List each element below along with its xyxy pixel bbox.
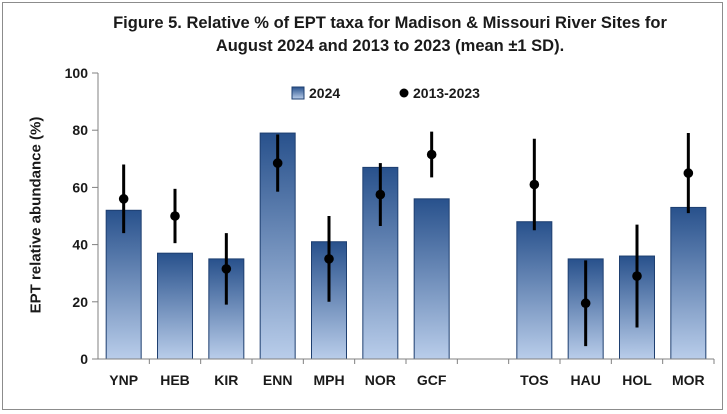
x-tick-label: HEB: [160, 372, 190, 388]
y-tick-label: 80: [72, 122, 88, 138]
x-tick-label: MOR: [672, 372, 705, 388]
mean-marker-mph: [324, 254, 334, 264]
x-tick-label: KIR: [214, 372, 238, 388]
chart-title-line1: Figure 5. Relative % of EPT taxa for Mad…: [113, 14, 667, 32]
x-tick-label: HOL: [622, 372, 652, 388]
y-tick-label: 40: [72, 237, 88, 253]
error-layer: [118, 131, 694, 347]
x-tick-label: GCF: [417, 372, 447, 388]
bar-2024-heb: [157, 252, 193, 360]
bar-2024-ynp: [105, 209, 142, 360]
y-tick-label: 0: [80, 351, 88, 367]
y-tick-label: 100: [65, 65, 89, 81]
legend-marker-2013-2023: [399, 88, 409, 98]
mean-marker-ynp: [118, 194, 129, 204]
mean-marker-hau: [580, 298, 591, 309]
mean-marker-mor: [683, 168, 694, 178]
mean-marker-enn: [272, 158, 283, 168]
bar-2024-tos: [516, 221, 553, 360]
x-tick-label: TOS: [520, 372, 549, 388]
mean-marker-heb: [170, 211, 180, 221]
bar-2024-mor: [670, 206, 707, 360]
chart-title: Figure 5. Relative % of EPT taxa for Mad…: [110, 12, 670, 58]
y-tick-label: 20: [72, 294, 88, 310]
legend: 2024 2013-2023: [291, 85, 480, 101]
x-tick-label: ENN: [263, 372, 293, 388]
mean-marker-gcf: [426, 149, 437, 160]
x-tick-label: HAU: [570, 372, 600, 388]
x-tick-label: NOR: [365, 372, 396, 388]
bars-layer: [105, 132, 707, 360]
mean-marker-kir: [221, 264, 232, 274]
legend-swatch-2024: [291, 86, 305, 100]
legend-label-2013-2023: 2013-2023: [413, 85, 480, 101]
x-tick-label: MPH: [313, 372, 344, 388]
x-tick-label: YNP: [109, 372, 138, 388]
mean-marker-nor: [375, 189, 386, 200]
legend-label-2024: 2024: [309, 85, 340, 101]
axes-layer: 0 20 40 60 80 100 YNP HEB KIR ENN MPH NOR GCF TOS HAU H…: [65, 65, 715, 388]
mean-marker-tos: [529, 179, 540, 190]
chart-title-line2: August 2024 and 2013 to 2023 (mean ±1 SD…: [215, 37, 565, 55]
y-tick-label: 60: [72, 179, 88, 195]
mean-marker-hol: [632, 271, 642, 281]
bar-2024-gcf: [413, 198, 450, 360]
